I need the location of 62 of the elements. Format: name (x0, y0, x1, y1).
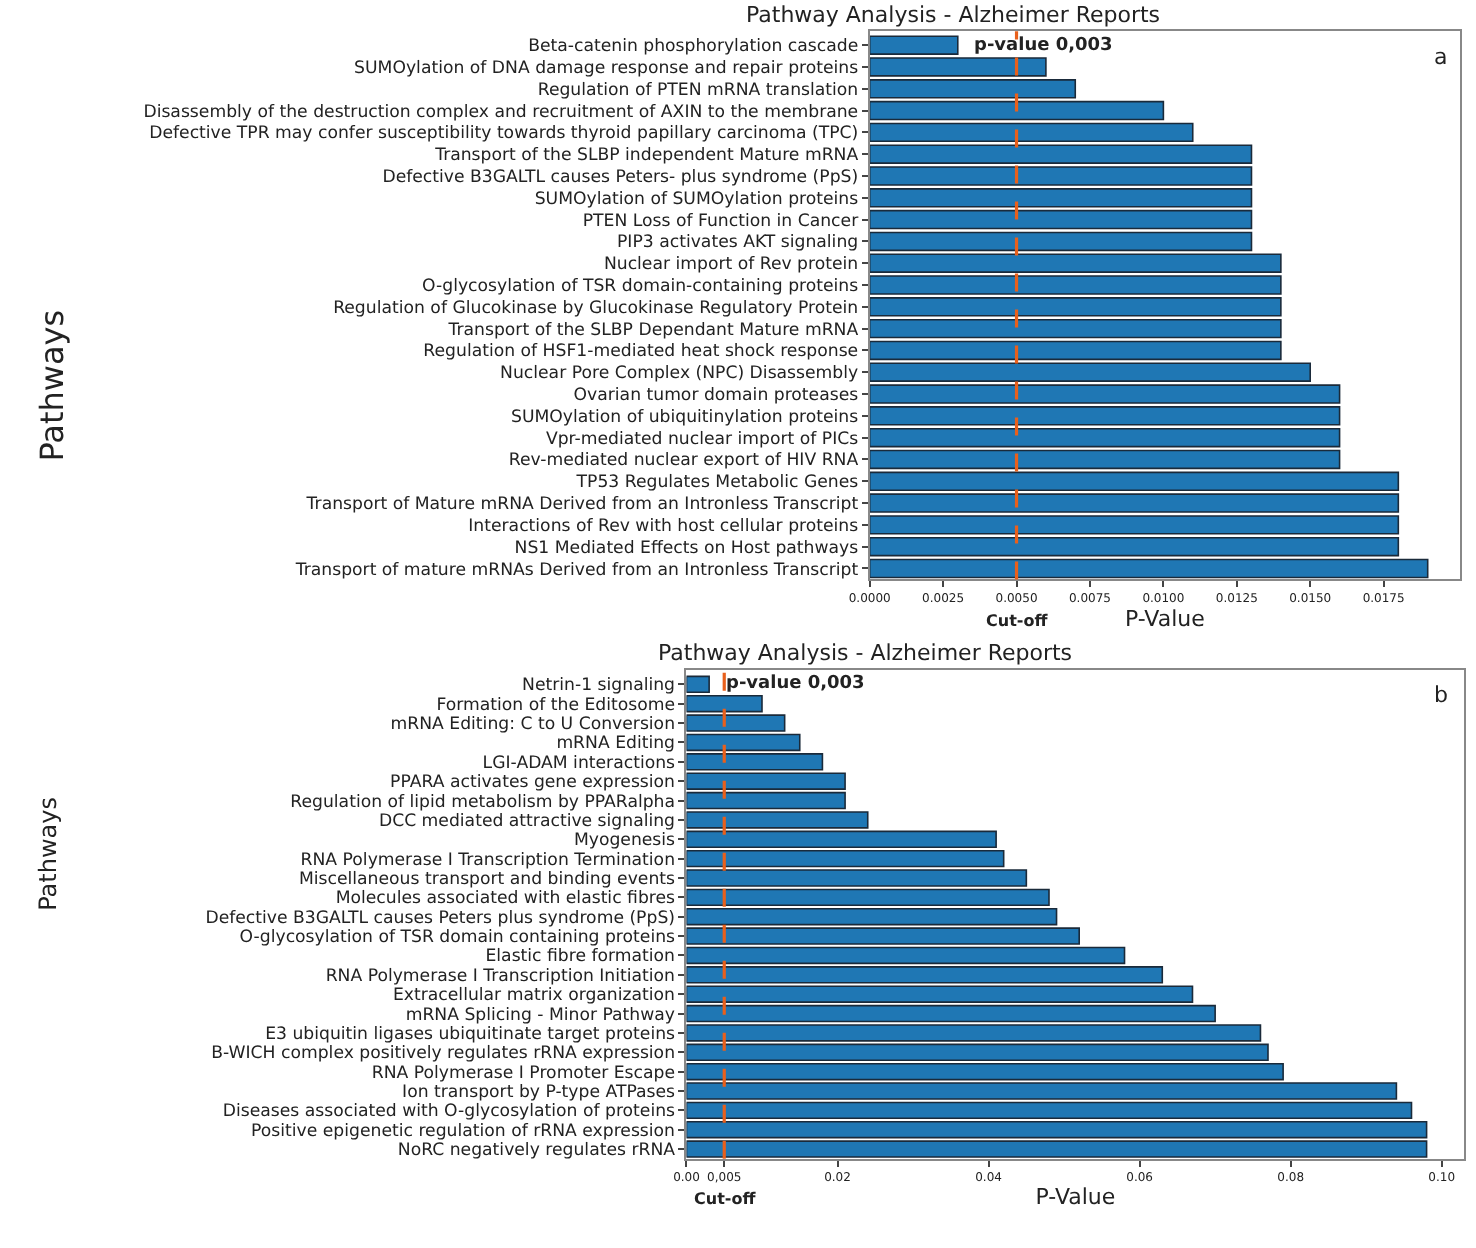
annotation: p-value 0,003 (974, 36, 1113, 56)
y-tick-label: Netrin-1 signaling (522, 676, 676, 697)
y-tick-label: Miscellaneous transport and binding events (298, 870, 677, 891)
y-tick-label: Positive epigenetic regulation of rRNA expression (251, 1121, 676, 1142)
y-tick-label: PIP3 activates AKT signaling (617, 233, 859, 254)
y-tick-label: Disassembly of the destruction complex and recruitment of AXIN to the membrane (143, 102, 859, 123)
y-tick-label: RNA Polymerase I Transcription Termination (300, 850, 676, 871)
y-tick-label: Rev-mediated nuclear export of HIV RNA (508, 451, 859, 472)
y-tick-label: Beta-catenin phosphorylation cascade (528, 37, 859, 58)
y-tick-label: NS1 Mediated Effects on Host pathways (514, 538, 860, 559)
y-axis-title: Pathways (33, 309, 71, 462)
y-tick-label: Ion transport by P-type ATPases (402, 1083, 677, 1104)
y-tick-label: PTEN Loss of Function in Cancer (582, 211, 860, 232)
y-tick-label: DCC mediated attractive signaling (378, 811, 676, 832)
y-tick-label: Extracellular matrix organization (392, 986, 676, 1007)
y-tick-label: O-glycosylation of TSR domain-containing proteins (422, 277, 860, 298)
y-tick-label: Transport of mature mRNAs Derived from an Intronless Transcript (293, 560, 860, 581)
y-tick-label: mRNA Editing: C to U Conversion (390, 715, 676, 736)
y-tick-label: Formation of the Editosome (436, 695, 676, 716)
y-tick-label: E3 ubiquitin ligases ubiquitinate target proteins (265, 1024, 677, 1045)
y-tick-label: TP53 Regulates Metabolic Genes (574, 473, 860, 494)
y-tick-label: SUMOylation of DNA damage response and repair proteins (354, 58, 860, 79)
y-axis-title: Pathways (33, 797, 62, 911)
chart-title: Pathway Analysis - Alzheimer Reports (746, 2, 1161, 28)
annotation: b (1434, 682, 1448, 708)
y-tick-label: Transport of Mature mRNA Derived from an Intronless Transcript (304, 495, 860, 516)
y-tick-label: B-WICH complex positively regulates rRNA expression (211, 1044, 676, 1065)
y-tick-label: Regulation of PTEN mRNA translation (537, 80, 859, 101)
x-axis-title: P-Value (1035, 1183, 1116, 1210)
y-tick-label: RNA Polymerase I Promoter Escape (371, 1063, 676, 1084)
y-tick-label: LGI-ADAM interactions (482, 753, 677, 774)
y-tick-label: Interactions of Rev with host cellular proteins (468, 516, 860, 537)
y-tick-label: RNA Polymerase I Transcription Initiation (325, 966, 676, 987)
y-tick-label: Ovarian tumor domain proteases (573, 386, 860, 407)
y-tick-label: Molecules associated with elastic fibres (335, 889, 677, 910)
y-tick-label: Transport of the SLBP independent Mature mRNA (433, 146, 859, 167)
ref-line-label: Cut-off (986, 612, 1049, 630)
y-tick-label: Regulation of Glucokinase by Glucokinase Regulatory Protein (333, 298, 859, 319)
y-tick-label: Regulation of HSF1-mediated heat shock response (423, 342, 859, 363)
y-tick-label: O-glycosylation of TSR domain containing proteins (239, 928, 677, 949)
y-tick-label: Regulation of lipid metabolism by PPARalpha (290, 792, 676, 813)
annotation: a (1434, 44, 1448, 70)
y-tick-label: Transport of the SLBP Dependant Mature mRNA (446, 320, 859, 341)
y-tick-label: Nuclear import of Rev protein (603, 255, 859, 276)
x-axis-title: P-Value (1124, 605, 1206, 632)
y-tick-label: Diseases associated with O-glycosylation of proteins (222, 1102, 677, 1123)
annotation: p-value 0,003 (726, 674, 865, 694)
y-tick-label: Nuclear Pore Complex (NPC) Disassembly (500, 364, 859, 385)
y-tick-label: Defective B3GALTL causes Peters- plus syndrome (PpS) (382, 168, 859, 189)
chart-title: Pathway Analysis - Alzheimer Reports (658, 640, 1073, 666)
y-tick-label: SUMOylation of ubiquitinylation proteins (510, 407, 860, 428)
y-tick-label: NoRC negatively regulates rRNA (397, 1141, 676, 1162)
y-tick-label: Vpr-mediated nuclear import of PICs (545, 429, 860, 450)
y-tick-label: Defective TPR may confer susceptibility towards thyroid papillary carcinoma (TPC) (149, 124, 859, 145)
y-tick-label: Myogenesis (573, 831, 677, 852)
y-tick-label: SUMOylation of SUMOylation proteins (534, 189, 860, 210)
y-tick-label: Elastic fibre formation (485, 947, 676, 968)
y-tick-label: mRNA Editing (556, 734, 676, 755)
y-tick-label: PPARA activates gene expression (390, 773, 676, 794)
y-tick-label: mRNA Splicing - Minor Pathway (405, 1005, 676, 1026)
ref-line-label: Cut-off (694, 1190, 757, 1208)
y-tick-label: Defective B3GALTL causes Peters plus syndrome (PpS) (205, 908, 676, 929)
